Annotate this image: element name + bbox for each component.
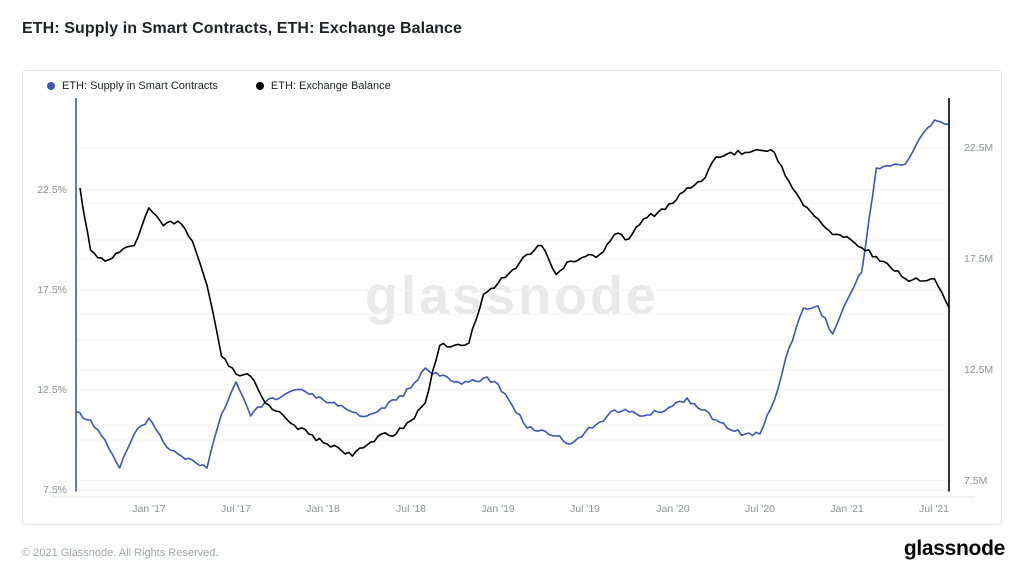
page-title: ETH: Supply in Smart Contracts, ETH: Exc… xyxy=(22,20,463,37)
y-axis-label-left: 22.5% xyxy=(37,184,67,196)
x-axis-label: Jan '20 xyxy=(656,503,690,515)
x-axis-label: Jul '17 xyxy=(220,503,252,515)
x-axis-label: Jul '21 xyxy=(918,503,950,515)
x-axis-label: Jan '17 xyxy=(132,503,166,515)
x-axis-label: Jan '21 xyxy=(830,503,864,515)
y-axis-label-left: 17.5% xyxy=(37,284,67,296)
x-axis-label: Jan '18 xyxy=(306,503,340,515)
x-axis-label: Jul '19 xyxy=(569,503,601,515)
copyright-text: © 2021 Glassnode. All Rights Reserved. xyxy=(22,547,219,559)
legend-label: ETH: Supply in Smart Contracts xyxy=(62,80,218,92)
legend-dot-blue-icon xyxy=(47,82,55,90)
legend-dot-black-icon xyxy=(255,82,264,90)
chart-card: ETH: Supply in Smart Contracts ETH: Exch… xyxy=(22,70,1002,525)
legend-item-exchange-balance[interactable]: ETH: Exchange Balance xyxy=(255,80,391,92)
y-axis-label-right: 7.5M xyxy=(964,474,988,487)
y-axis-label-right: 22.5M xyxy=(964,142,994,154)
x-axis-label: Jan '19 xyxy=(481,503,515,515)
legend-item-supply-in-smart-contracts[interactable]: ETH: Supply in Smart Contracts xyxy=(47,80,218,92)
y-axis-label-left: 12.5% xyxy=(37,384,67,396)
x-axis-label: Jul '20 xyxy=(744,503,776,515)
glassnode-logo: glassnode xyxy=(903,537,1005,560)
x-axis-label: Jul '18 xyxy=(395,503,427,515)
y-axis-label-right: 12.5M xyxy=(964,363,994,376)
legend-label: ETH: Exchange Balance xyxy=(270,80,391,92)
y-axis-label-right: 17.5M xyxy=(964,252,994,265)
chart-legend: ETH: Supply in Smart Contracts ETH: Exch… xyxy=(47,80,391,92)
y-axis-label-left: 7.5% xyxy=(43,484,67,496)
chart-plot[interactable] xyxy=(23,71,1003,526)
glassnode-watermark: glassnode xyxy=(364,266,660,326)
